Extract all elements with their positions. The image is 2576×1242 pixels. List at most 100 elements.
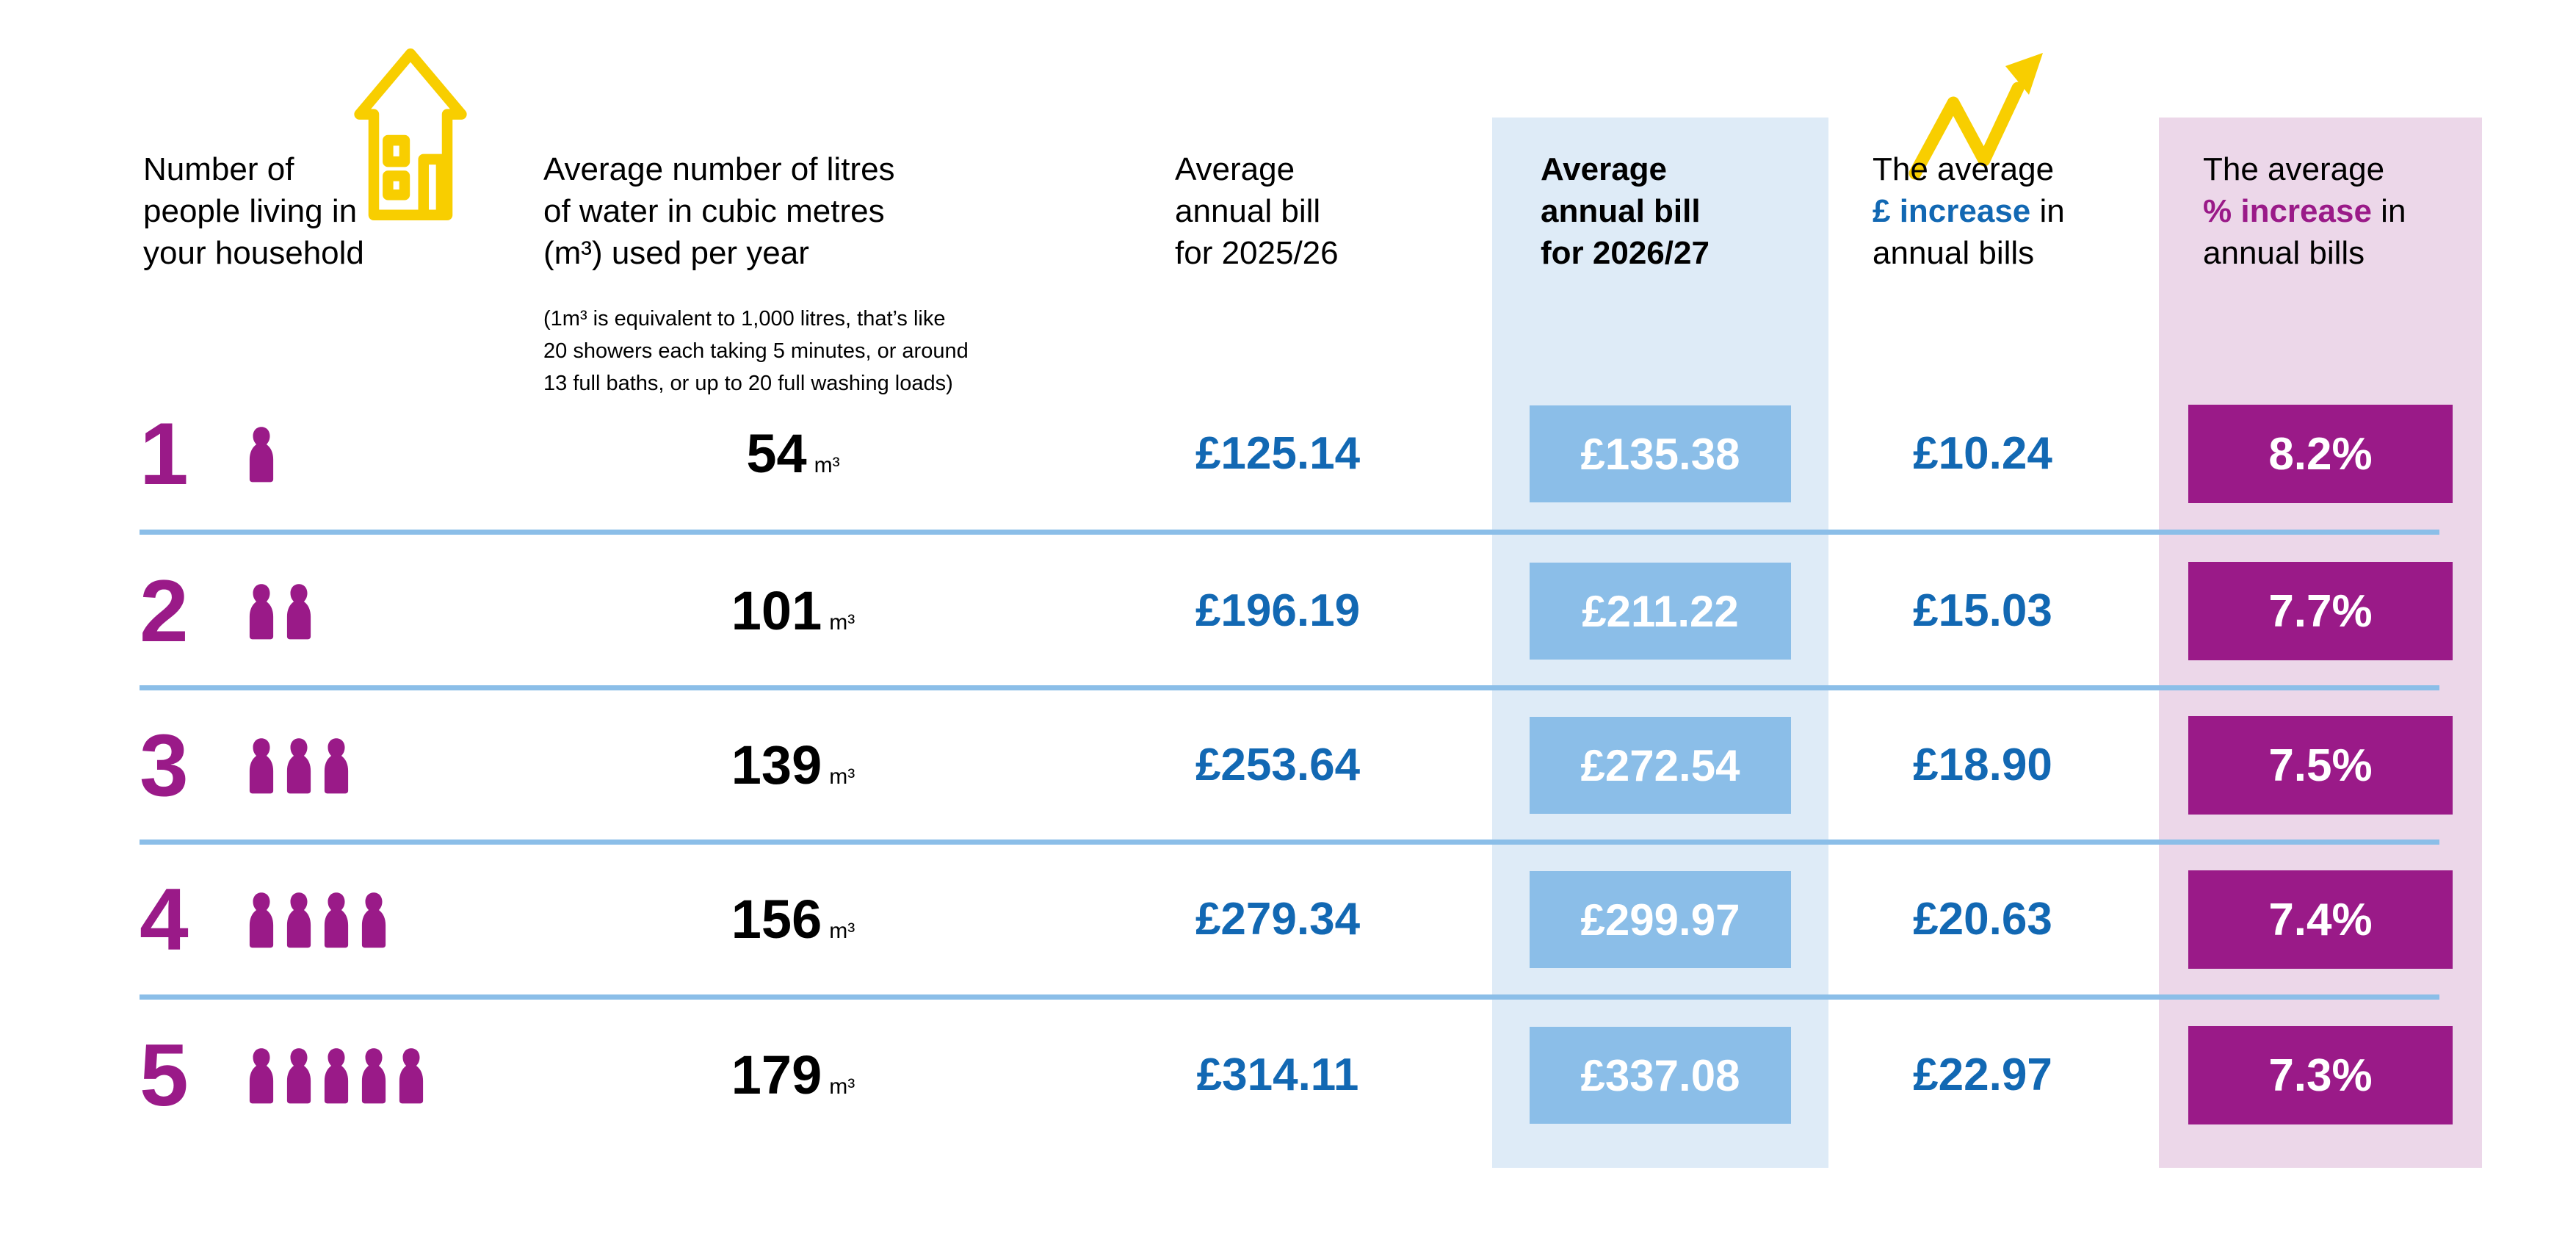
bill-2025-value: £125.14 bbox=[1195, 428, 1361, 479]
usage-cell: 156 m³ bbox=[698, 892, 889, 947]
row-divider bbox=[140, 685, 2439, 690]
note-line: 13 full baths, or up to 20 full washing … bbox=[543, 372, 953, 395]
person-icon bbox=[282, 580, 316, 642]
increase-pct-value: 7.3% bbox=[2188, 1026, 2453, 1124]
person-icon bbox=[245, 580, 278, 642]
bill-2025-value: £279.34 bbox=[1195, 894, 1361, 945]
row-divider bbox=[140, 530, 2439, 535]
bill-2026-value: £135.38 bbox=[1530, 405, 1791, 502]
person-icon bbox=[319, 1044, 353, 1106]
gbp-increase-highlight: £ increase bbox=[1873, 193, 2031, 229]
header-line: of water in cubic metres bbox=[543, 193, 885, 229]
household-size-cell: 1 bbox=[140, 410, 278, 498]
note-line: 20 showers each taking 5 minutes, or aro… bbox=[543, 339, 969, 363]
header-line: Average bbox=[1175, 151, 1295, 187]
household-size-cell: 5 bbox=[140, 1031, 428, 1119]
usage-cell: 179 m³ bbox=[698, 1048, 889, 1102]
person-icon bbox=[245, 1044, 278, 1106]
household-count: 3 bbox=[140, 716, 189, 815]
bill-2025-value: £314.11 bbox=[1196, 1050, 1359, 1100]
header-line: % increase in bbox=[2203, 190, 2406, 232]
person-icon bbox=[357, 1044, 391, 1106]
increase-gbp-value: £20.63 bbox=[1913, 894, 2052, 945]
increase-gbp-value: £18.90 bbox=[1913, 740, 2052, 790]
header-line: Average bbox=[1541, 151, 1668, 187]
increase-pct-value: 8.2% bbox=[2188, 405, 2453, 503]
table-row: 2 101 m³ £196.19 £211.22 £15.03 7.7% bbox=[0, 532, 2576, 690]
person-icon bbox=[319, 889, 353, 950]
table-row: 1 54 m³ £125.14 £135.38 £10.24 8.2% bbox=[0, 375, 2576, 533]
person-icon bbox=[394, 1044, 428, 1106]
bill-2025-value: £253.64 bbox=[1195, 740, 1361, 790]
bill-2026-value: £337.08 bbox=[1530, 1027, 1791, 1124]
person-icons bbox=[245, 889, 391, 950]
increase-gbp-value: £15.03 bbox=[1913, 585, 2052, 636]
header-line: £ increase in bbox=[1873, 190, 2065, 232]
person-icons bbox=[245, 580, 316, 642]
usage-unit: m³ bbox=[829, 919, 855, 943]
person-icon bbox=[245, 889, 278, 950]
increase-pct-value: 7.5% bbox=[2188, 716, 2453, 815]
person-icon bbox=[245, 423, 278, 485]
bill-2025-value: £196.19 bbox=[1195, 585, 1361, 636]
increase-gbp-value: £10.24 bbox=[1913, 428, 2052, 479]
header-bill-2025: Average annual bill for 2025/26 bbox=[1175, 148, 1339, 274]
household-count: 4 bbox=[140, 870, 189, 969]
header-line: annual bills bbox=[2203, 235, 2365, 271]
person-icon bbox=[282, 1044, 316, 1106]
usage-value: 179 bbox=[731, 1044, 822, 1105]
person-icon bbox=[245, 734, 278, 796]
usage-cell: 139 m³ bbox=[698, 738, 889, 793]
usage-unit: m³ bbox=[829, 610, 855, 635]
household-size-cell: 3 bbox=[140, 721, 353, 809]
header-line: (m³) used per year bbox=[543, 235, 809, 271]
increase-pct-value: 7.4% bbox=[2188, 870, 2453, 969]
increase-pct-value: 7.7% bbox=[2188, 562, 2453, 660]
header-increase-gbp: The average £ increase in annual bills bbox=[1873, 148, 2065, 274]
bill-2026-value: £211.22 bbox=[1530, 563, 1791, 660]
header-line: Average number of litres bbox=[543, 151, 895, 187]
header-line: Number of bbox=[143, 151, 294, 187]
header-line: annual bills bbox=[1873, 235, 2035, 271]
header-line: The average bbox=[2203, 151, 2385, 187]
header-line: annual bill bbox=[1541, 193, 1701, 229]
person-icons bbox=[245, 1044, 428, 1106]
header-line-rest: in bbox=[2030, 193, 2065, 229]
header-line: your household bbox=[143, 235, 364, 271]
note-line: (1m³ is equivalent to 1,000 litres, that… bbox=[543, 307, 946, 331]
header-line: for 2026/27 bbox=[1541, 235, 1710, 271]
person-icon bbox=[319, 734, 353, 796]
household-count: 1 bbox=[140, 405, 189, 503]
usage-unit: m³ bbox=[814, 453, 840, 477]
usage-unit: m³ bbox=[829, 1075, 855, 1099]
header-line: for 2025/26 bbox=[1175, 235, 1339, 271]
household-count: 5 bbox=[140, 1026, 189, 1124]
usage-value: 156 bbox=[731, 889, 822, 950]
bill-2026-value: £272.54 bbox=[1530, 717, 1791, 814]
header-line-rest: in bbox=[2371, 193, 2406, 229]
table-row: 3 139 m³ £253.64 £272.54 £18.90 7.5% bbox=[0, 686, 2576, 845]
pct-increase-highlight: % increase bbox=[2203, 193, 2372, 229]
usage-value: 139 bbox=[731, 734, 822, 795]
usage-cell: 101 m³ bbox=[698, 584, 889, 638]
usage-value: 54 bbox=[746, 423, 807, 484]
person-icon bbox=[357, 889, 391, 950]
row-divider bbox=[140, 994, 2439, 1000]
header-line: people living in bbox=[143, 193, 358, 229]
header-household: Number of people living in your househol… bbox=[143, 148, 364, 274]
household-size-cell: 4 bbox=[140, 875, 391, 964]
household-count: 2 bbox=[140, 562, 189, 660]
header-bill-2026: Average annual bill for 2026/27 bbox=[1541, 148, 1710, 274]
usage-unit: m³ bbox=[829, 765, 855, 789]
header-line: The average bbox=[1873, 151, 2055, 187]
increase-gbp-value: £22.97 bbox=[1913, 1050, 2052, 1100]
household-size-cell: 2 bbox=[140, 567, 316, 655]
header-increase-pct: The average % increase in annual bills bbox=[2203, 148, 2406, 274]
usage-value: 101 bbox=[731, 580, 822, 641]
person-icons bbox=[245, 734, 353, 796]
house-icon bbox=[354, 48, 467, 220]
person-icons bbox=[245, 423, 278, 485]
header-line: annual bill bbox=[1175, 193, 1321, 229]
bill-2026-value: £299.97 bbox=[1530, 871, 1791, 968]
